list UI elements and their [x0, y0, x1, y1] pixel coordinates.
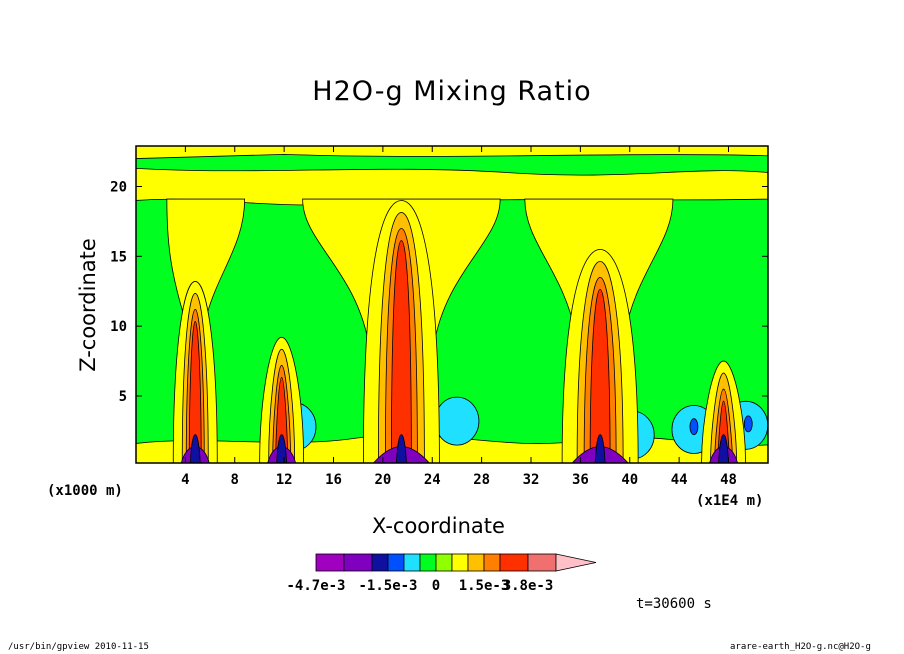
x-tick-label: 20 [374, 472, 391, 488]
colorbar-label: -4.7e-3 [286, 578, 345, 594]
footer-right: arare-earth_H2O-g.nc@H2O-g [730, 642, 871, 652]
tower-core [594, 434, 606, 463]
y-tick-label: 15 [110, 249, 127, 265]
colorbar-swatch [403, 553, 421, 572]
colorbar-swatch [315, 553, 345, 572]
dry-core [743, 415, 753, 433]
top-moist-band [136, 146, 768, 159]
colorbar-swatch [451, 553, 469, 572]
colorbar-swatch [499, 553, 529, 572]
dry-core [689, 418, 699, 436]
colorbar-swatch [343, 553, 373, 572]
footer-left: /usr/bin/gpview 2010-11-15 [8, 642, 149, 652]
tower-core [189, 434, 201, 463]
x-scale-label: (x1000 m) [47, 483, 123, 499]
colorbar-label: 3.8e-3 [503, 578, 554, 594]
colorbar-label: 1.5e-3 [459, 578, 510, 594]
dry-patch [434, 396, 480, 446]
colorbar-swatch [371, 553, 389, 572]
chart-title: H2O-g Mixing Ratio [312, 76, 592, 107]
tower-contour [390, 240, 412, 463]
x-tick-label: 4 [181, 472, 189, 488]
x-tick-label: 40 [621, 472, 638, 488]
y-axis-label: Z-coordinate [76, 238, 100, 372]
upper-moist-band [136, 167, 768, 206]
x-tick-label: 44 [671, 472, 688, 488]
x-tick-label: 48 [720, 472, 737, 488]
colorbar-swatch [483, 553, 501, 572]
time-stamp: t=30600 s [636, 596, 712, 612]
x-tick-label: 16 [325, 472, 342, 488]
plot-frame [135, 145, 769, 464]
x-unit-label: (x1E4 m) [696, 493, 764, 509]
y-tick-label: 5 [119, 389, 127, 405]
x-tick-label: 36 [572, 472, 589, 488]
tower-core [395, 434, 407, 463]
tower-contour [589, 288, 611, 463]
colorbar-swatch [435, 553, 453, 572]
y-tick-label: 10 [110, 319, 127, 335]
x-tick-label: 12 [276, 472, 293, 488]
colorbar-swatch [527, 553, 557, 572]
colorbar-arrow [555, 553, 597, 572]
colorbar-swatch [467, 553, 485, 572]
y-tick-label: 20 [110, 179, 127, 195]
tower-contour [188, 321, 202, 463]
outflow-fan [166, 198, 246, 313]
colorbar-label: -1.5e-3 [358, 578, 417, 594]
colorbar: -4.7e-3 -1.5e-3 0 1.5e-33.8e-3 [286, 553, 597, 594]
colorbar-swatch [419, 553, 437, 572]
x-tick-label: 32 [523, 472, 540, 488]
x-tick-label: 24 [424, 472, 441, 488]
tower-core [276, 434, 288, 463]
colorbar-swatch [387, 553, 405, 572]
colorbar-label: 0 [432, 578, 440, 594]
x-tick-label: 8 [231, 472, 239, 488]
x-tick-label: 28 [473, 472, 490, 488]
x-axis-label: X-coordinate [372, 514, 505, 538]
